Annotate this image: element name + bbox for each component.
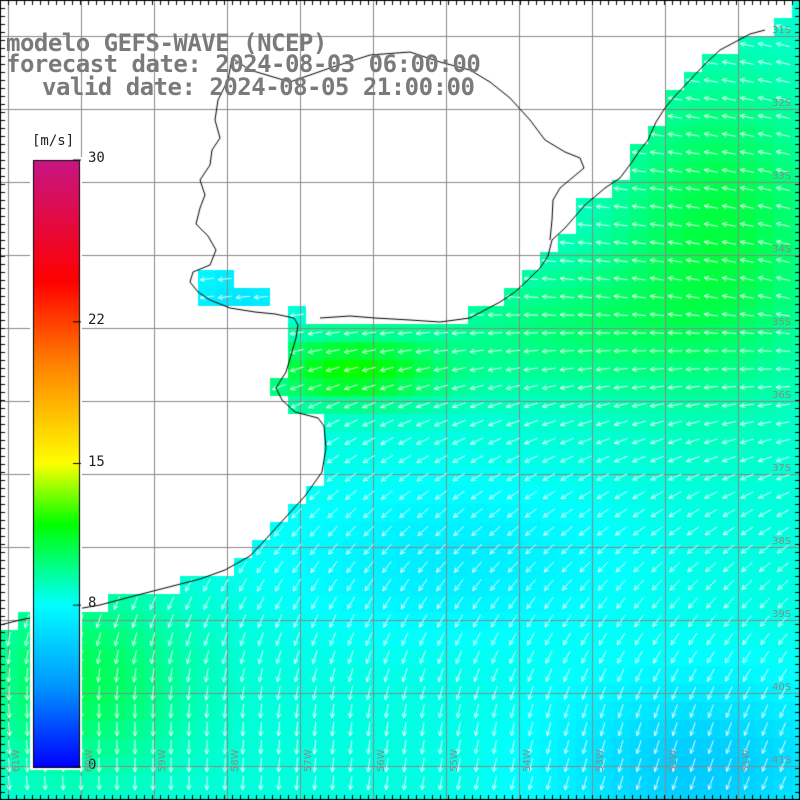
colorbar-tick-3: 8 — [88, 595, 97, 612]
lat-label-1: 32S — [772, 98, 792, 109]
lat-label-10: 41S — [772, 755, 792, 766]
lon-label-6: 55W — [449, 749, 460, 772]
lon-label-7: 54W — [522, 749, 533, 772]
colorbar-unit: [m/s] — [32, 133, 75, 149]
colorbar-tick-0: 30 — [88, 150, 105, 166]
lat-label-0: 31S — [772, 25, 792, 36]
colorbar-tick-4: 0 — [88, 757, 97, 773]
lon-label-10: 51W — [741, 749, 752, 772]
lat-label-3: 34S — [772, 244, 792, 255]
lat-label-4: 35S — [772, 317, 792, 328]
title-forecast-date: forecast date: 2024-08-03 06:00:00 — [6, 50, 481, 78]
lon-label-4: 57W — [303, 749, 314, 772]
lon-label-8: 53W — [595, 749, 606, 772]
lat-label-5: 36S — [772, 390, 792, 401]
lon-label-2: 59W — [157, 749, 168, 772]
lat-label-6: 37S — [772, 463, 792, 474]
lat-label-7: 38S — [772, 536, 792, 547]
lat-label-8: 39S — [772, 609, 792, 620]
lon-label-5: 56W — [376, 749, 387, 772]
lon-label-0: 61W — [11, 749, 22, 772]
title-valid-date: valid date: 2024-08-05 21:00:00 — [42, 73, 475, 101]
lon-label-9: 52W — [668, 749, 679, 772]
colorbar-tick-2: 15 — [88, 453, 105, 470]
lon-label-1: 60W — [84, 749, 95, 772]
lon-label-3: 58W — [230, 749, 241, 772]
colorbar-tick-1: 22 — [88, 311, 105, 328]
lat-label-9: 40S — [772, 682, 792, 693]
title-model: modelo GEFS-WAVE (NCEP) — [6, 29, 327, 57]
lat-label-2: 33S — [772, 171, 792, 182]
